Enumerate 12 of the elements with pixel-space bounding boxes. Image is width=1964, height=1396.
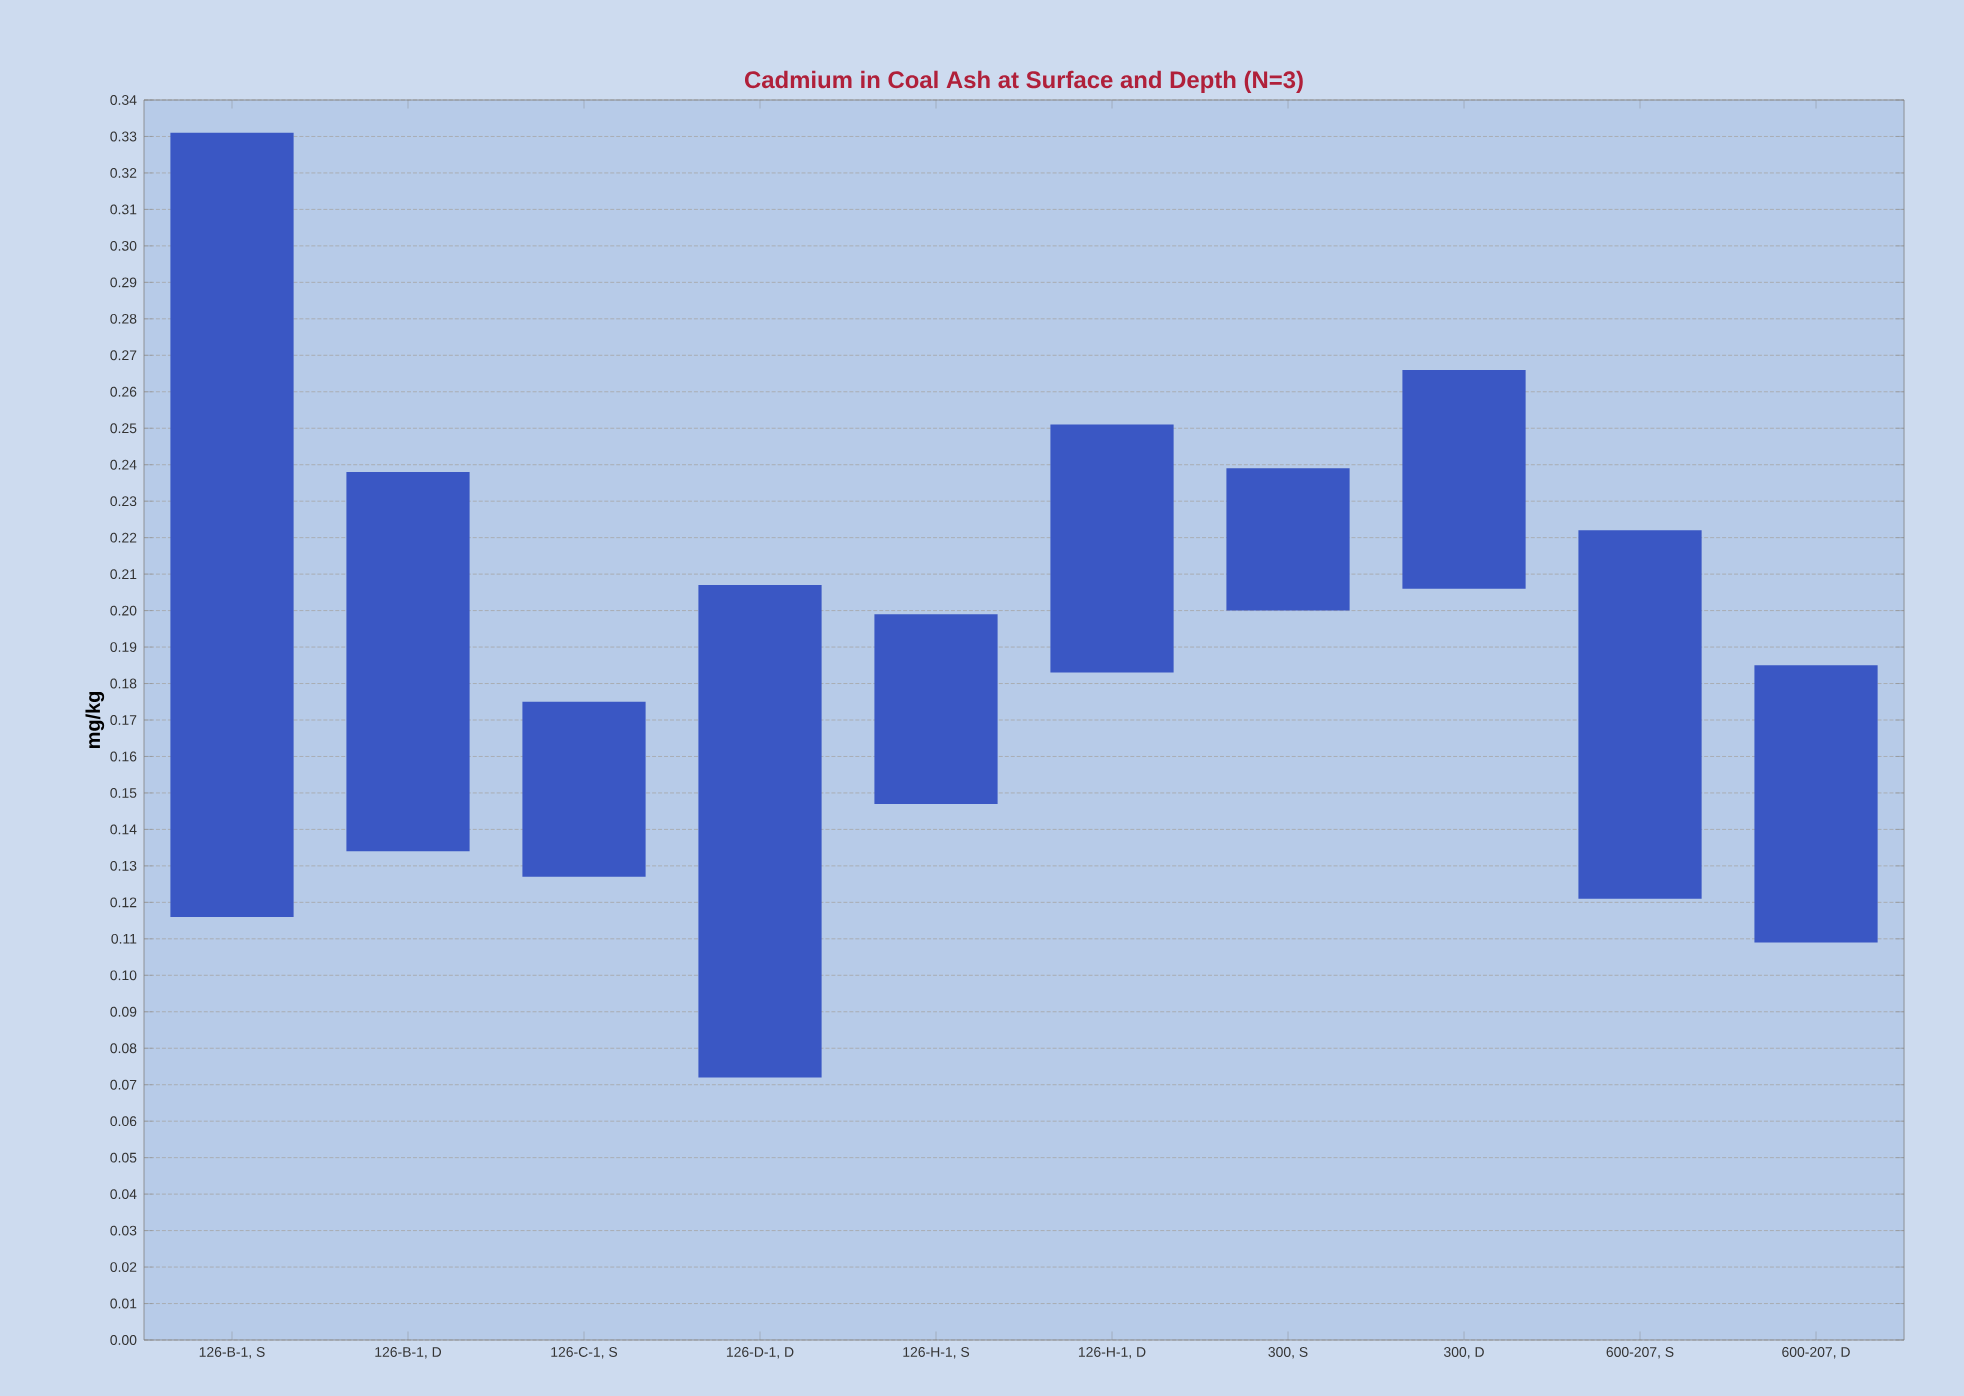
bar	[1226, 468, 1350, 611]
bar	[874, 614, 998, 804]
bar	[1402, 369, 1526, 589]
chart-title: Cadmium in Coal Ash at Surface and Depth (N=3)	[744, 70, 1303, 94]
y-axis-title: mg/kg	[85, 691, 105, 749]
bar	[1578, 530, 1702, 899]
bar	[1050, 424, 1174, 673]
bar	[346, 471, 470, 852]
bar	[1754, 665, 1878, 943]
bar	[698, 585, 822, 1078]
bar	[170, 132, 294, 917]
bar	[522, 701, 646, 877]
